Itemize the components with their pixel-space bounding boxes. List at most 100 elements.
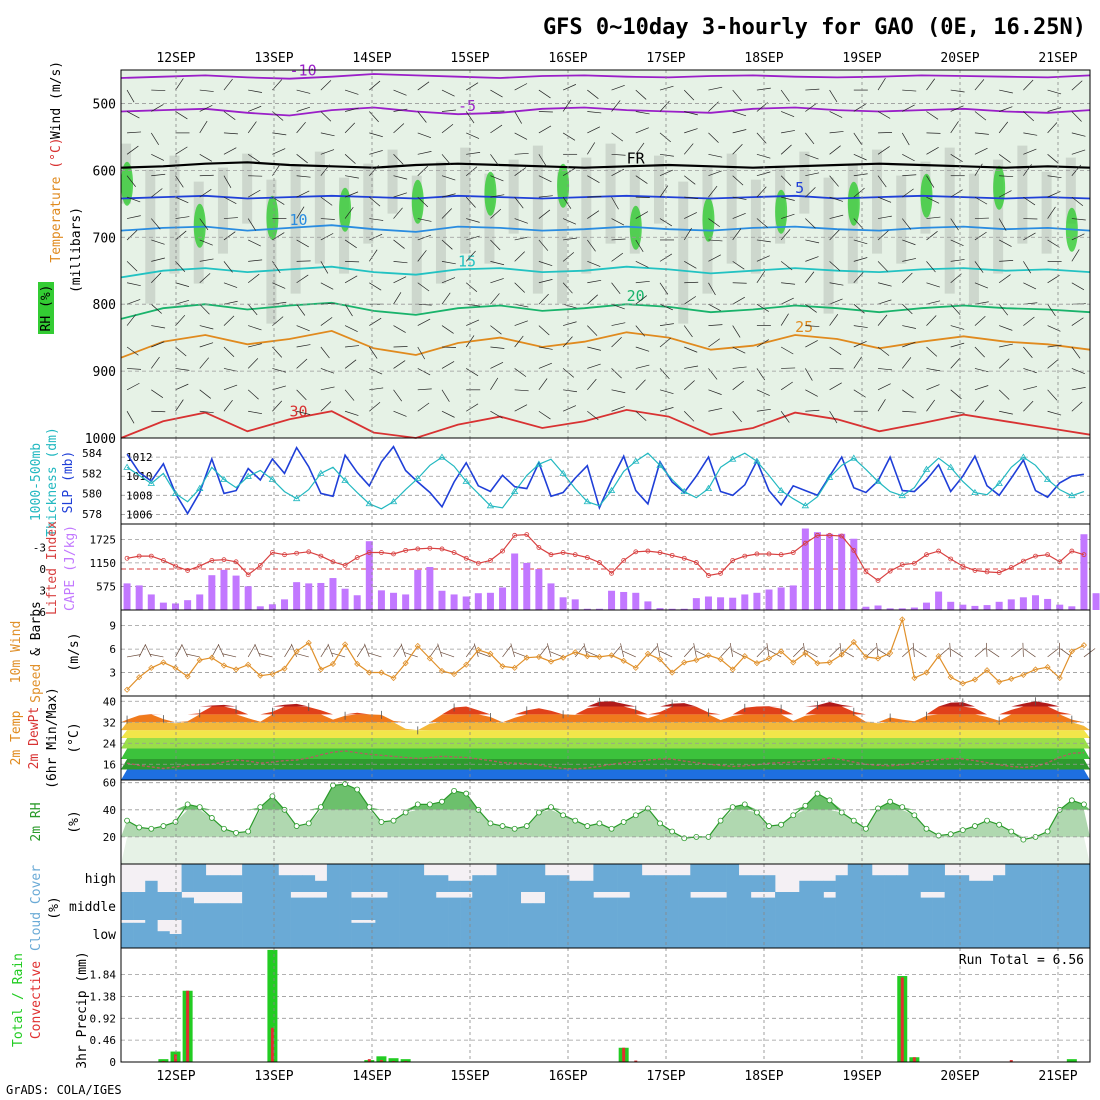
wind-barb xyxy=(780,89,790,102)
cloud-cell-middle xyxy=(775,892,788,920)
thickness-marker xyxy=(171,489,180,497)
wind-barb xyxy=(175,299,190,305)
wind-barb xyxy=(175,78,184,91)
wind-barb xyxy=(514,303,529,308)
wind-barb xyxy=(708,132,719,143)
wind-barb xyxy=(902,341,916,348)
wind-barb xyxy=(344,191,359,198)
cloud-cell-middle xyxy=(811,892,824,920)
cloud-cell-high xyxy=(193,864,207,892)
cape-bar xyxy=(741,594,749,610)
wind-barb xyxy=(514,132,528,140)
wind-barb xyxy=(344,122,356,134)
cape-bar xyxy=(450,594,458,610)
wind-barb xyxy=(829,411,838,424)
wind-barb xyxy=(465,282,478,293)
rh-marker xyxy=(548,804,554,810)
surface-wind-barb xyxy=(683,646,694,658)
panel-wind-frame xyxy=(120,609,1091,697)
lifted-index-marker xyxy=(488,558,493,563)
wind-barb xyxy=(175,261,186,272)
thickness-marker xyxy=(438,453,446,460)
wind-barb xyxy=(490,89,503,98)
surface-wind-barb xyxy=(622,650,636,658)
wind-barb xyxy=(732,366,747,369)
wind-barb xyxy=(659,100,670,112)
cloud-cell-low xyxy=(193,920,207,948)
surface-wind-barb xyxy=(356,644,366,658)
wind-barb xyxy=(877,383,891,391)
thickness-marker xyxy=(196,484,204,491)
wind-barb xyxy=(272,368,286,373)
wind-speed-marker xyxy=(342,641,349,648)
wind-barb xyxy=(248,410,263,415)
wind-barb xyxy=(369,150,383,155)
wind-barb xyxy=(974,368,989,373)
rh-green-shade xyxy=(193,203,206,248)
cloud-cell-low xyxy=(968,920,982,948)
wind-barb xyxy=(829,111,843,118)
cloud-cell-middle xyxy=(714,897,727,920)
panels-layer: 12SEP 12SEP 13SEP 13SEP 14SEP 14SEP 15SEP 15SEP… xyxy=(9,51,1100,1084)
thickness-marker xyxy=(1019,453,1028,460)
surface-wind-barb xyxy=(865,647,877,658)
wind-barb xyxy=(780,411,790,423)
wind-barb xyxy=(1047,154,1059,164)
rh-marker xyxy=(766,823,772,829)
cloud-cell-high xyxy=(944,875,958,892)
wind-speed-marker xyxy=(765,655,773,662)
cloud-cell-low xyxy=(133,922,146,948)
surface-wind-barb xyxy=(211,644,219,658)
pressure-axis-label: (millibars) xyxy=(69,207,84,293)
wind-speed-marker xyxy=(329,660,337,668)
wind-barb xyxy=(901,218,912,230)
wind-barb xyxy=(998,239,1012,247)
wind-barb xyxy=(223,315,235,326)
wind-barb xyxy=(441,175,456,181)
surface-wind-barb xyxy=(549,651,564,658)
cape-bar xyxy=(293,582,301,610)
rh-marker xyxy=(366,804,373,810)
wind-barb xyxy=(708,282,716,296)
rh-line xyxy=(126,783,1085,841)
wind-barb xyxy=(853,389,866,398)
surface-wind-barb xyxy=(876,642,879,657)
cloud-cell-middle xyxy=(181,897,194,920)
cloud-cell-high xyxy=(520,864,534,892)
cloud-cell-high xyxy=(1029,864,1042,892)
wind-barb xyxy=(562,218,577,225)
cloud-cell-high xyxy=(823,880,836,892)
rh-marker xyxy=(535,809,542,816)
cloud-cell-middle xyxy=(799,892,812,920)
cloud-cell-high xyxy=(641,875,655,892)
lifted-index-marker xyxy=(863,569,869,575)
thickness-marker xyxy=(317,469,325,476)
lifted-index-marker xyxy=(681,555,687,561)
temp-units-label: (°C) xyxy=(67,722,82,753)
wind-barb xyxy=(320,386,335,391)
wind-barb xyxy=(175,196,189,204)
wind-barb xyxy=(296,175,311,178)
cloud-cell-high xyxy=(714,864,727,892)
thickness-marker xyxy=(825,473,834,480)
cape-bar xyxy=(547,583,555,610)
wind-barb xyxy=(974,301,989,305)
cape-bar xyxy=(256,606,264,610)
wind-barb xyxy=(126,196,141,203)
lifted-index-marker xyxy=(1033,553,1038,559)
cloud-cell-low xyxy=(278,920,291,948)
rh-band-20 xyxy=(121,809,1090,837)
wind-barb xyxy=(1047,359,1059,369)
cloud-cell-high xyxy=(339,864,352,892)
precip-total-bar xyxy=(388,1058,399,1062)
wind-speed-marker xyxy=(426,655,433,662)
thickness-marker xyxy=(559,469,567,476)
lifted-index-marker xyxy=(778,552,784,558)
cloud-cell-low xyxy=(557,920,570,948)
surface-wind-barb xyxy=(950,648,964,658)
surface-wind-barb xyxy=(327,643,334,658)
wind-barb xyxy=(998,154,1011,163)
wind-barb xyxy=(635,364,650,369)
wind-barb xyxy=(417,402,430,412)
rh-marker xyxy=(959,827,966,834)
